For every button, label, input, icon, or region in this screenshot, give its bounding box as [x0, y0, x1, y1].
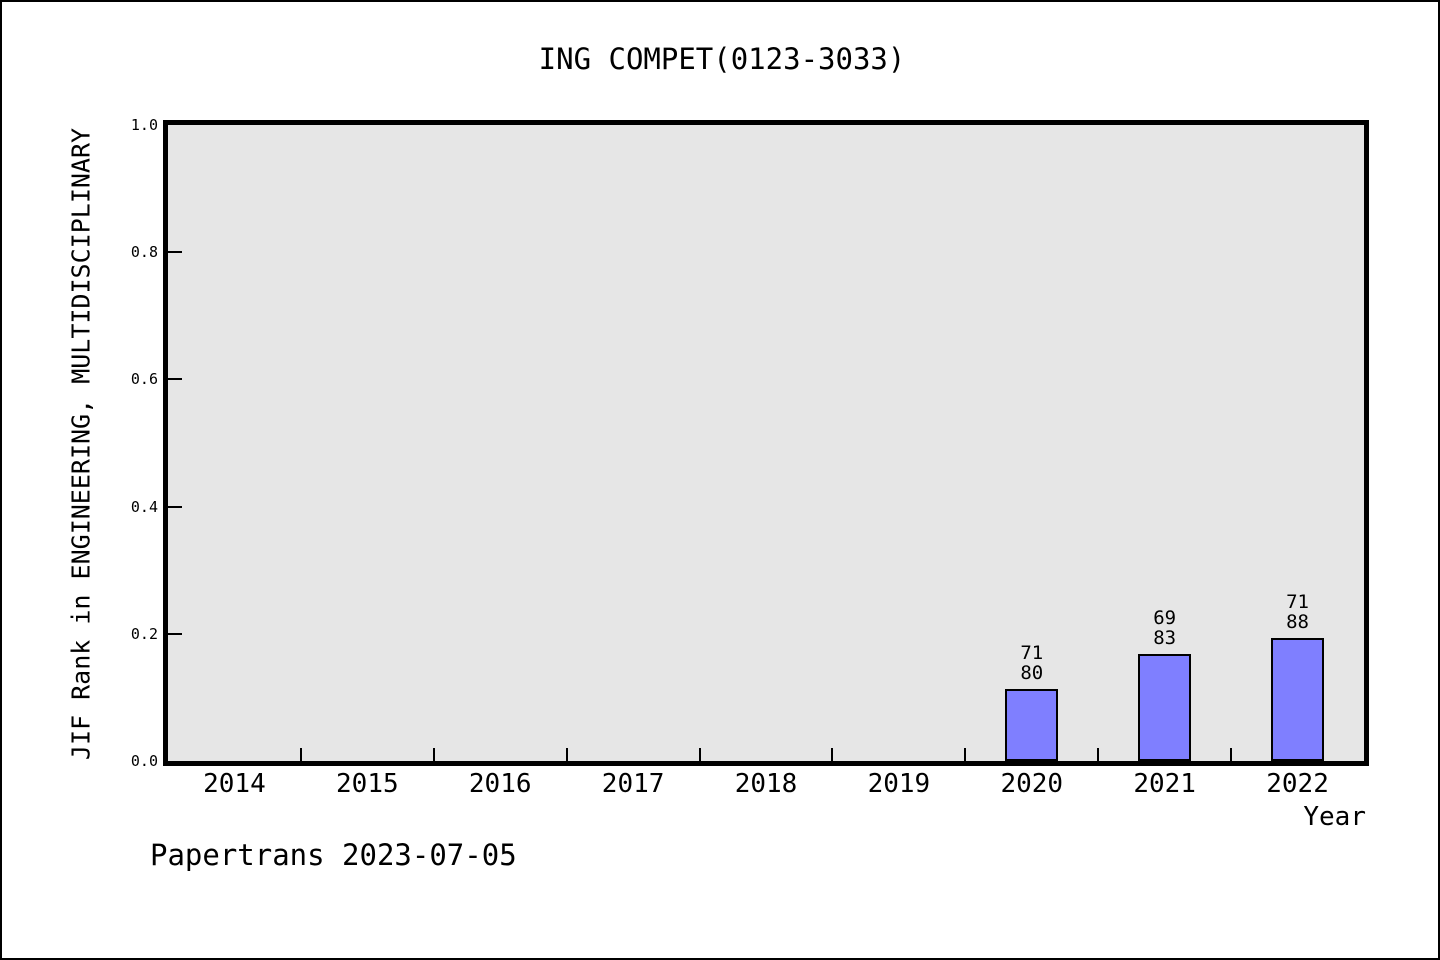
y-axis-tick-label: 0.6 [130, 370, 158, 389]
footer-caption: Papertrans 2023-07-05 [150, 838, 517, 872]
x-axis-tick-label-2020: 2020 [1000, 769, 1064, 799]
bar-value-label-2020: 71 80 [972, 643, 1092, 683]
bar-2022[interactable] [1270, 638, 1325, 761]
y-axis-label: JIF Rank in ENGINEERING, MULTIDISCIPLINA… [66, 127, 96, 761]
x-axis-tick-mark [1097, 748, 1100, 761]
bar-total-2021: 83 [1153, 626, 1177, 649]
x-axis-tick-mark [964, 748, 967, 761]
x-axis-tick-label-2021: 2021 [1133, 769, 1196, 799]
chart-title: ING COMPET(0123-3033) [538, 42, 906, 76]
x-axis-tick-mark [565, 748, 568, 761]
x-axis-tick-label-2015: 2015 [336, 769, 399, 799]
bar-rank-2020: 71 [1020, 642, 1044, 665]
y-axis-tick-mark [168, 505, 182, 508]
bar-2020[interactable] [1005, 689, 1059, 761]
y-axis-label-container: JIF Rank in ENGINEERING, MULTIDISCIPLINA… [60, 122, 102, 766]
x-axis-tick-mark [831, 748, 834, 761]
bar-total-2020: 80 [1020, 662, 1044, 685]
x-axis-tick-label-2018: 2018 [734, 769, 798, 799]
y-axis-tick-mark [168, 632, 182, 635]
x-axis-label: Year [1303, 802, 1366, 832]
x-axis-tick-label-2014: 2014 [203, 769, 266, 799]
bar-value-label-2021: 69 83 [1105, 608, 1225, 648]
y-axis-tick-label: 0.4 [130, 497, 158, 516]
y-axis-tick-label: 0.8 [130, 243, 158, 262]
x-axis-tick-label-2017: 2017 [601, 769, 665, 799]
y-axis-tick-label: 0.2 [130, 624, 158, 643]
y-axis-tick-label: 1.0 [130, 116, 158, 134]
x-axis-tick-mark [299, 748, 302, 761]
y-axis-tick-label: 0.0 [130, 752, 158, 770]
x-axis-tick-label-2016: 2016 [468, 769, 532, 799]
y-axis-tick-mark [168, 251, 182, 254]
x-axis-tick-label-2019: 2019 [867, 769, 931, 799]
bar-2021[interactable] [1138, 653, 1192, 761]
bar-rank-2021: 69 [1153, 606, 1177, 629]
bar-value-label-2022: 71 88 [1238, 592, 1358, 632]
bar-rank-2022: 71 [1286, 591, 1309, 614]
x-axis-tick-label-2022: 2022 [1266, 769, 1329, 799]
x-axis-tick-mark [698, 748, 701, 761]
bar-total-2022: 88 [1286, 611, 1309, 634]
x-axis-tick-mark [1230, 748, 1233, 761]
x-axis-tick-mark [432, 748, 435, 761]
y-axis-tick-mark [168, 378, 182, 381]
